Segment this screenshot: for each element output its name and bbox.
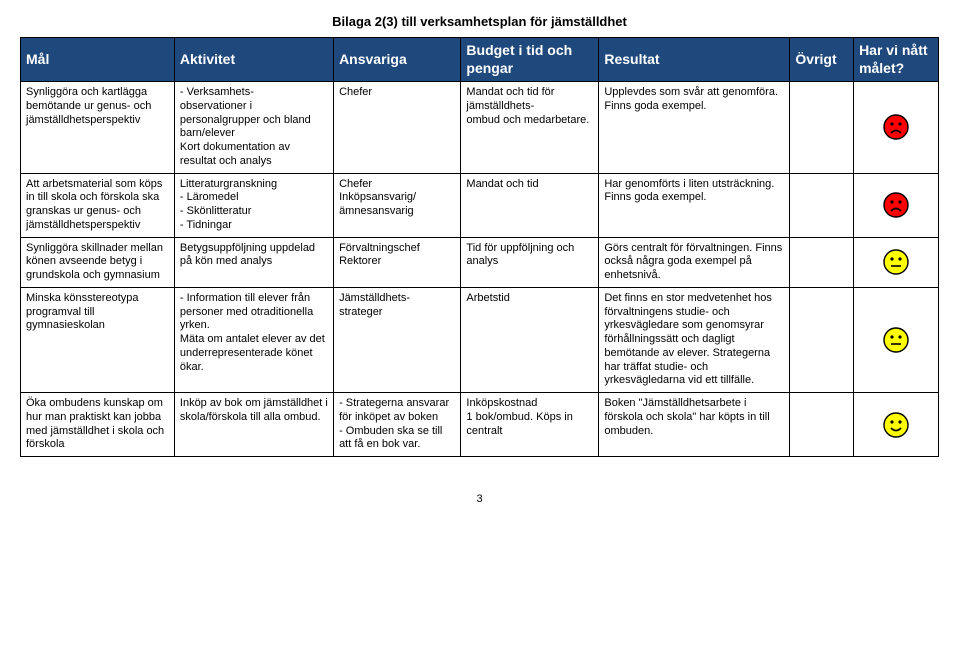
table-row: Minska könsstereotypa programval till gy…: [21, 287, 939, 392]
cell-ovrigt: [790, 393, 854, 457]
cell-budget: Arbetstid: [461, 287, 599, 392]
page-number: 3: [20, 493, 939, 505]
cell-resultat: Det finns en stor medvetenhet hos förval…: [599, 287, 790, 392]
cell-resultat: Har genomförts i liten utsträckning.Finn…: [599, 173, 790, 237]
page-title: Bilaga 2(3) till verksamhetsplan för jäm…: [20, 14, 939, 29]
cell-resultat: Upplevdes som svår att genomföra.Finns g…: [599, 82, 790, 174]
col-mal: Mål: [21, 38, 175, 82]
cell-ansvariga: Jämställdhets-strateger: [334, 287, 461, 392]
col-budget: Budget i tid och pengar: [461, 38, 599, 82]
neutral-face-icon: [881, 256, 911, 268]
cell-resultat: Görs centralt för förvaltningen. Finns o…: [599, 237, 790, 287]
cell-aktivitet: Inköp av bok om jämställdhet i skola/för…: [174, 393, 333, 457]
cell-budget: Tid för uppföljning och analys: [461, 237, 599, 287]
table-row: Att arbetsmaterial som köps in till skol…: [21, 173, 939, 237]
col-aktivitet: Aktivitet: [174, 38, 333, 82]
cell-mal: Öka ombudens kunskap om hur man praktisk…: [21, 393, 175, 457]
cell-aktivitet: - Information till elever från personer …: [174, 287, 333, 392]
sad-face-icon: [881, 199, 911, 211]
cell-budget: Mandat och tid för jämställdhets-ombud o…: [461, 82, 599, 174]
cell-ovrigt: [790, 82, 854, 174]
table-row: Synliggöra och kartlägga bemötande ur ge…: [21, 82, 939, 174]
cell-ansvariga: Chefer: [334, 82, 461, 174]
table-row: Öka ombudens kunskap om hur man praktisk…: [21, 393, 939, 457]
cell-ovrigt: [790, 287, 854, 392]
cell-mal: Synliggöra och kartlägga bemötande ur ge…: [21, 82, 175, 174]
table-header-row: Mål Aktivitet Ansvariga Budget i tid och…: [21, 38, 939, 82]
cell-mal: Att arbetsmaterial som köps in till skol…: [21, 173, 175, 237]
cell-aktivitet: Betygsuppföljning uppdelad på kön med an…: [174, 237, 333, 287]
col-ansvariga: Ansvariga: [334, 38, 461, 82]
cell-ansvariga: - Strategerna ansvarar för inköpet av bo…: [334, 393, 461, 457]
cell-status-face: [854, 287, 939, 392]
table-row: Synliggöra skillnader mellan könen avsee…: [21, 237, 939, 287]
cell-ovrigt: [790, 237, 854, 287]
cell-budget: Mandat och tid: [461, 173, 599, 237]
cell-mal: Minska könsstereotypa programval till gy…: [21, 287, 175, 392]
cell-aktivitet: - Verksamhets-observationer i personalgr…: [174, 82, 333, 174]
cell-ovrigt: [790, 173, 854, 237]
cell-mal: Synliggöra skillnader mellan könen avsee…: [21, 237, 175, 287]
cell-ansvariga: FörvaltningschefRektorer: [334, 237, 461, 287]
sad-face-icon: [881, 121, 911, 133]
col-resultat: Resultat: [599, 38, 790, 82]
cell-budget: Inköpskostnad1 bok/ombud. Köps in centra…: [461, 393, 599, 457]
happy-face-icon: [881, 418, 911, 430]
cell-ansvariga: CheferInköpsansvarig/ ämnesansvarig: [334, 173, 461, 237]
col-harvi: Har vi nått målet?: [854, 38, 939, 82]
cell-resultat: Boken "Jämställdhetsarbete i förskola oc…: [599, 393, 790, 457]
neutral-face-icon: [881, 334, 911, 346]
cell-status-face: [854, 82, 939, 174]
cell-aktivitet: Litteraturgranskning- Läromedel- Skönlit…: [174, 173, 333, 237]
plan-table: Mål Aktivitet Ansvariga Budget i tid och…: [20, 37, 939, 457]
col-ovrigt: Övrigt: [790, 38, 854, 82]
cell-status-face: [854, 173, 939, 237]
cell-status-face: [854, 237, 939, 287]
cell-status-face: [854, 393, 939, 457]
